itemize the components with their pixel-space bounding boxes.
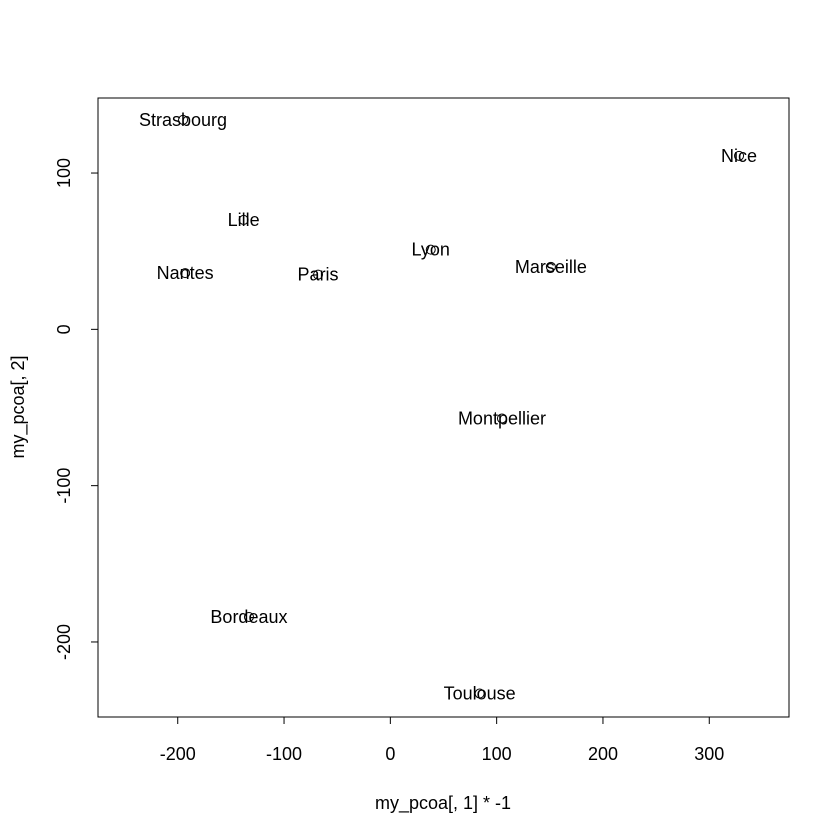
point-label: Toulouse <box>444 684 516 704</box>
data-point <box>243 611 254 622</box>
data-point <box>313 269 324 280</box>
y-tick-label: 0 <box>54 324 74 334</box>
plot-frame <box>97 97 790 718</box>
point-label: Nantes <box>157 263 214 283</box>
y-axis: -200 -100 0 100 <box>54 158 99 660</box>
x-tick-label: 0 <box>385 744 395 764</box>
y-axis-title: my_pcoa[, 2] <box>8 355 29 458</box>
x-tick-label: -200 <box>160 744 196 764</box>
data-point <box>545 261 556 272</box>
point-label: Lyon <box>412 240 450 260</box>
point-label: Marseille <box>515 257 587 277</box>
x-tick-label: 100 <box>482 744 512 764</box>
x-axis: -200 -100 0 100 200 300 <box>160 716 724 764</box>
data-point <box>178 114 189 125</box>
y-tick-label: -100 <box>54 468 74 504</box>
data-point <box>238 214 249 225</box>
y-tick-label: 100 <box>54 158 74 188</box>
data-point <box>474 688 485 699</box>
x-tick-label: 200 <box>588 744 618 764</box>
point-label: Nice <box>721 146 757 166</box>
x-axis-title: my_pcoa[, 1] * -1 <box>375 793 511 814</box>
data-point <box>180 268 191 279</box>
point-label: Montpellier <box>458 408 546 428</box>
data-points: Strasbourg Nice Lille Lyon Marseille Nantes Pa… <box>139 110 757 704</box>
point-label: Bordeaux <box>210 607 287 627</box>
y-tick-label: -200 <box>54 624 74 660</box>
point-label: Paris <box>298 265 339 285</box>
x-tick-label: -100 <box>266 744 302 764</box>
point-label: Strasbourg <box>139 110 227 130</box>
data-point <box>496 413 507 424</box>
x-tick-label: 300 <box>694 744 724 764</box>
data-point <box>734 150 745 161</box>
point-label: Lille <box>228 210 260 230</box>
data-point <box>425 244 436 255</box>
